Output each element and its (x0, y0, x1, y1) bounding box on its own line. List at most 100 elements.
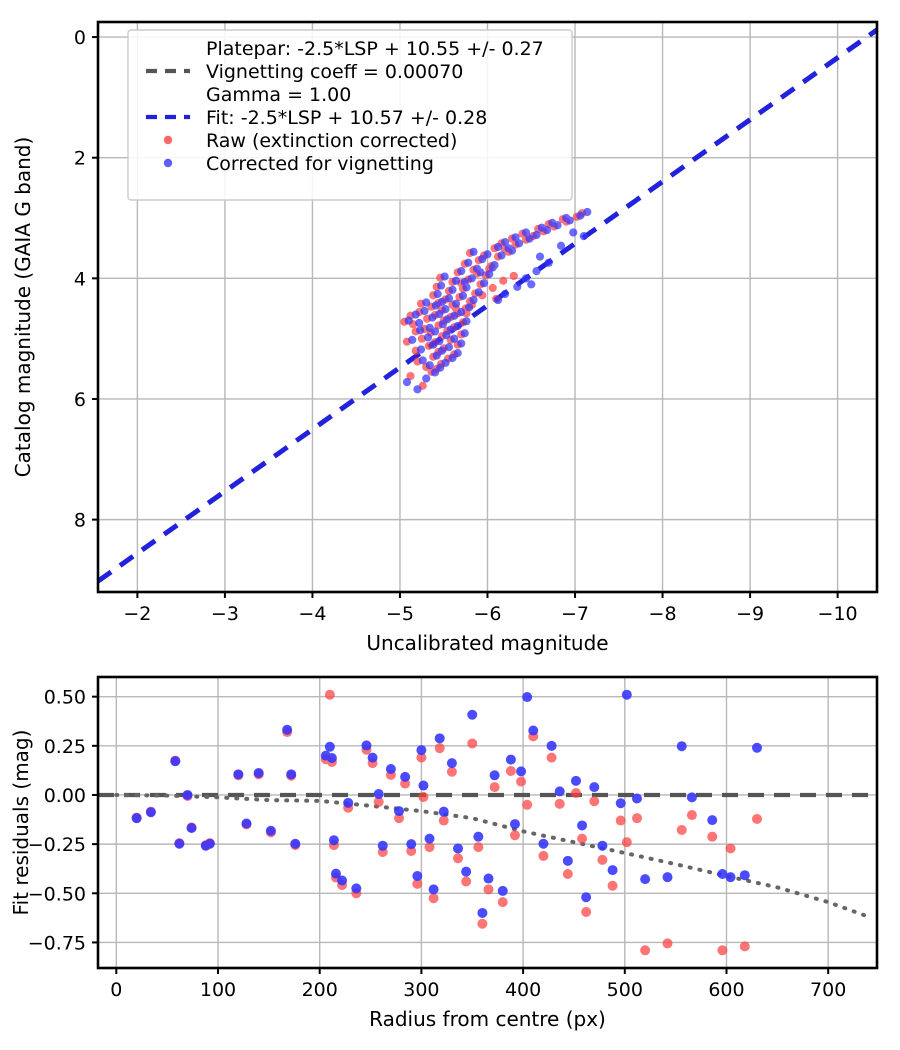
data-point (425, 323, 434, 332)
data-point (441, 305, 450, 314)
data-point (440, 272, 449, 281)
data-point (511, 233, 520, 242)
data-point (431, 301, 440, 310)
data-point (282, 724, 293, 735)
y-tick-label: −0.25 (28, 834, 86, 856)
data-point (457, 339, 466, 348)
data-point (538, 850, 549, 861)
data-point (432, 351, 441, 360)
x-tick-label: −5 (386, 603, 414, 625)
data-point (513, 282, 522, 291)
data-point (544, 258, 553, 267)
y-tick-label: 0.25 (44, 736, 86, 758)
corrected-residual-points (131, 689, 762, 918)
data-point (413, 385, 422, 394)
data-point (476, 268, 485, 277)
data-point (451, 299, 461, 308)
data-point (290, 838, 301, 849)
data-point (446, 766, 457, 777)
data-point (505, 765, 516, 776)
x-tick-label: 0 (110, 979, 122, 1001)
data-point (676, 824, 687, 835)
x-tick-label: 400 (505, 979, 541, 1001)
data-point (406, 371, 415, 381)
data-point (739, 941, 750, 952)
data-point (483, 873, 494, 884)
data-point (589, 782, 600, 793)
data-point (516, 766, 527, 777)
data-point (402, 377, 412, 387)
data-point (453, 853, 464, 864)
data-point (479, 279, 489, 288)
x-tick-label: 300 (403, 979, 439, 1001)
data-point (473, 842, 484, 853)
fit-residuals-panel: 0 100 200 300 400 500 600 700 0.50 0.25 0.00 −0.25 −… (0, 655, 900, 1050)
photometric-fit-svg: −2 −3 −4 −5 −6 −7 −8 −9 −10 0 2 4 6 8 Uncalibrated mag… (11, 20, 879, 655)
data-point (361, 740, 372, 751)
data-point (453, 349, 462, 358)
data-point (464, 258, 473, 267)
x-tick-label: 700 (810, 979, 846, 1001)
data-point (569, 228, 578, 237)
data-point (406, 846, 417, 857)
y-axis-label: Catalog magnitude (GAIA G band) (11, 137, 35, 478)
x-tick-label: 100 (200, 979, 236, 1001)
data-point (441, 358, 450, 367)
data-point (423, 333, 433, 342)
data-point (453, 843, 464, 854)
data-point (483, 250, 492, 259)
data-point (367, 752, 378, 763)
data-point (686, 810, 697, 821)
data-point (554, 798, 565, 809)
data-point (460, 329, 469, 338)
data-point (717, 945, 728, 956)
raw-residual-points (131, 689, 762, 956)
y-tick-label: 0 (74, 27, 86, 49)
x-tick-label: −4 (298, 603, 326, 625)
data-point (707, 831, 718, 842)
data-point (451, 276, 461, 285)
data-point (505, 754, 516, 765)
data-point (509, 830, 520, 841)
data-point (418, 356, 427, 365)
data-point (562, 869, 573, 880)
data-point (412, 870, 423, 881)
data-point (437, 346, 447, 355)
data-point (489, 782, 500, 793)
data-point (428, 893, 439, 904)
x-tick-label: −6 (473, 603, 501, 625)
bottom-ticks: 0 100 200 300 400 500 600 700 0.50 0.25 0.00 −0.25 −… (28, 687, 847, 1001)
data-point (607, 880, 618, 891)
fit-line (96, 27, 879, 584)
data-point (438, 815, 449, 826)
data-point (497, 885, 508, 896)
data-point (422, 298, 431, 307)
data-point (528, 725, 539, 736)
data-point (570, 788, 581, 799)
data-point (450, 334, 459, 343)
fit-residuals-svg: 0 100 200 300 400 500 600 700 0.50 0.25 0.00 −0.25 −… (9, 675, 879, 1031)
top-ticks: −2 −3 −4 −5 −6 −7 −8 −9 −10 0 2 4 6 8 (74, 27, 858, 625)
photometric-fit-panel: −2 −3 −4 −5 −6 −7 −8 −9 −10 0 2 4 6 8 Uncalibrated mag… (11, 20, 879, 655)
data-point (640, 945, 651, 956)
data-point (435, 309, 444, 319)
data-point (429, 340, 438, 349)
data-point (411, 310, 420, 319)
data-point (500, 289, 510, 299)
y-axis-label: Fit residuals (mag) (9, 730, 33, 916)
data-point (416, 345, 426, 354)
data-point (483, 884, 494, 895)
data-point (131, 813, 142, 824)
data-point (328, 835, 339, 846)
legend-box (127, 29, 573, 201)
data-point (241, 818, 252, 829)
x-tick-label: −2 (123, 603, 151, 625)
x-tick-label: −7 (561, 603, 589, 625)
data-point (640, 874, 651, 885)
data-point (442, 330, 451, 340)
data-point (562, 213, 571, 223)
data-point (488, 283, 497, 293)
data-point (631, 813, 642, 824)
data-point (548, 218, 557, 227)
